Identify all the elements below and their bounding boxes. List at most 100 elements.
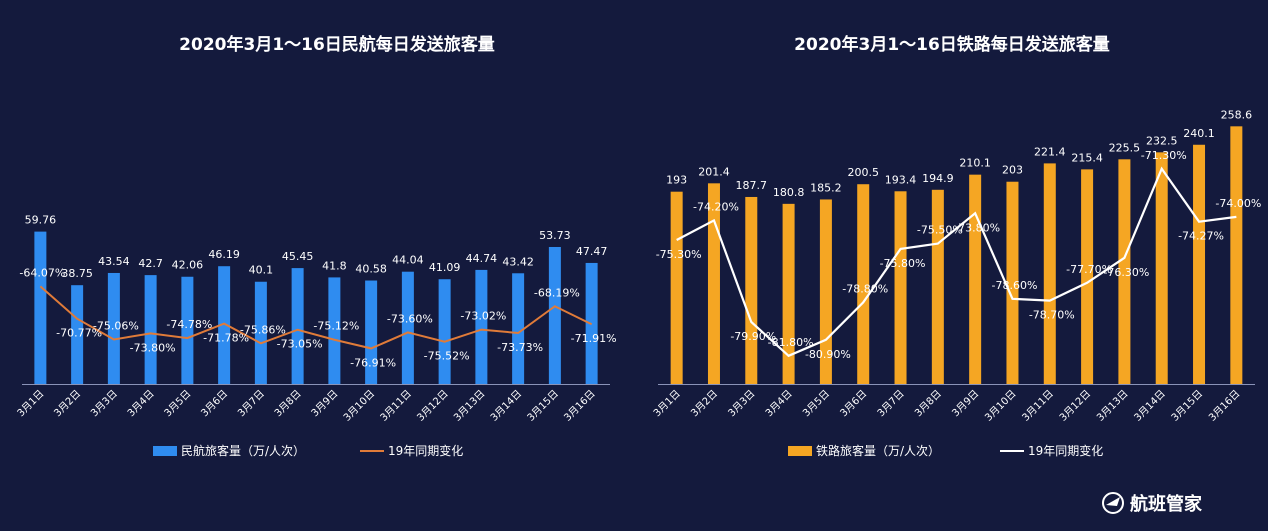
line-value-label: -75.52%: [424, 350, 470, 363]
bar: [291, 268, 304, 384]
line-value-label: -73.73%: [497, 341, 543, 354]
x-tick-label: 3月12日: [415, 388, 451, 424]
bar-value-label: 258.6: [1221, 108, 1253, 121]
bar-value-label: 41.8: [322, 259, 347, 272]
x-tick-label: 3月7日: [875, 388, 907, 420]
x-tick-label: 3月9日: [309, 388, 341, 420]
line-value-label: -80.90%: [805, 348, 851, 361]
line-value-label: -74.20%: [693, 200, 739, 213]
x-tick-label: 3月3日: [88, 388, 120, 420]
legend-label-bar: 民航旅客量（万/人次）: [181, 443, 305, 458]
bar: [857, 184, 870, 384]
x-tick-label: 3月14日: [488, 388, 524, 424]
x-tick-label: 3月16日: [1206, 388, 1242, 424]
brand-logo: 航班管家: [1102, 492, 1203, 515]
bar-value-label: 193.4: [885, 173, 917, 186]
bar: [218, 266, 231, 384]
legend-swatch-bar: [153, 446, 177, 456]
bar: [365, 280, 378, 384]
bar: [1006, 181, 1019, 384]
x-tick-label: 3月7日: [235, 388, 267, 420]
bar-value-label: 221.4: [1034, 145, 1066, 158]
bar: [1043, 163, 1056, 384]
line-value-label: -78.60%: [992, 279, 1038, 292]
line-value-label: -73.80%: [130, 341, 176, 354]
x-tick-label: 3月10日: [341, 388, 377, 424]
line-value-label: -81.80%: [768, 336, 814, 349]
brand-name: 航班管家: [1130, 493, 1203, 515]
line-value-label: -75.30%: [656, 248, 702, 261]
bar-value-label: 215.4: [1071, 151, 1103, 164]
bar: [1193, 144, 1206, 384]
bar: [894, 191, 907, 384]
bar-value-label: 40.1: [249, 264, 274, 277]
x-tick-label: 3月15日: [525, 388, 561, 424]
bar: [328, 277, 341, 384]
bar: [670, 191, 683, 384]
bar-value-label: 185.2: [810, 181, 842, 194]
bar: [401, 271, 414, 384]
line-value-label: -76.30%: [1103, 266, 1149, 279]
bar-value-label: 38.75: [61, 267, 93, 280]
bar-value-label: 59.76: [25, 214, 57, 227]
line-value-label: -78.80%: [842, 282, 888, 295]
x-tick-label: 3月5日: [162, 388, 194, 420]
bar-value-label: 180.8: [773, 186, 805, 199]
bar: [1118, 159, 1131, 384]
bar: [475, 269, 488, 384]
series-line: [39, 285, 593, 350]
legend-swatch-bar: [788, 446, 812, 456]
series-line: [676, 166, 1237, 358]
chart-title: 2020年3月1～16日民航每日发送旅客量: [179, 34, 495, 55]
line-value-label: -76.91%: [350, 356, 396, 369]
bar: [181, 276, 194, 384]
x-tick-label: 3月13日: [451, 388, 487, 424]
bar-value-label: 42.7: [138, 257, 163, 270]
x-tick-label: 3月4日: [125, 388, 157, 420]
x-tick-label: 3月2日: [52, 388, 84, 420]
bar-value-label: 45.45: [282, 250, 314, 263]
line-value-label: -68.19%: [534, 286, 580, 299]
bar-value-label: 44.74: [466, 252, 498, 265]
bar-value-label: 44.04: [392, 254, 424, 267]
bar-value-label: 203: [1002, 164, 1023, 177]
line-value-label: -73.60%: [387, 312, 433, 325]
bar-value-label: 41.09: [429, 261, 461, 274]
bar: [512, 273, 525, 384]
line-value-label: -73.80%: [954, 221, 1000, 234]
airplane-icon: [1106, 497, 1120, 506]
line-value-label: -70.77%: [56, 327, 102, 340]
bar-value-label: 232.5: [1146, 134, 1178, 147]
bar-value-label: 43.54: [98, 255, 130, 268]
x-tick-label: 3月1日: [651, 388, 683, 420]
x-tick-label: 3月6日: [199, 388, 231, 420]
bar-value-label: 47.47: [576, 245, 608, 258]
bar: [107, 272, 120, 384]
line-value-label: -79.90%: [730, 330, 776, 343]
bar-value-label: 42.06: [172, 259, 204, 272]
line-value-label: -75.50%: [917, 224, 963, 237]
bar: [931, 189, 944, 384]
line-value-label: -73.05%: [277, 338, 323, 351]
x-tick-label: 3月2日: [688, 388, 720, 420]
x-tick-label: 3月6日: [838, 388, 870, 420]
line-value-label: -77.70%: [1066, 263, 1112, 276]
line-value-label: -73.02%: [460, 310, 506, 323]
line-value-label: -71.91%: [571, 332, 617, 345]
x-tick-label: 3月5日: [800, 388, 832, 420]
bar-value-label: 194.9: [922, 172, 954, 185]
line-value-label: -74.27%: [1178, 230, 1224, 243]
x-tick-label: 3月3日: [726, 388, 758, 420]
bar-value-label: 46.19: [208, 248, 240, 261]
line-value-label: -71.78%: [203, 332, 249, 345]
x-tick-label: 3月16日: [562, 388, 598, 424]
bar-value-label: 200.5: [847, 166, 879, 179]
bar: [969, 174, 982, 384]
bar: [1230, 126, 1243, 384]
bar: [548, 246, 561, 384]
x-tick-label: 3月9日: [950, 388, 982, 420]
line-value-label: -75.80%: [880, 257, 926, 270]
legend-label-line: 19年同期变化: [388, 443, 463, 458]
line-value-label: -75.86%: [240, 323, 286, 336]
